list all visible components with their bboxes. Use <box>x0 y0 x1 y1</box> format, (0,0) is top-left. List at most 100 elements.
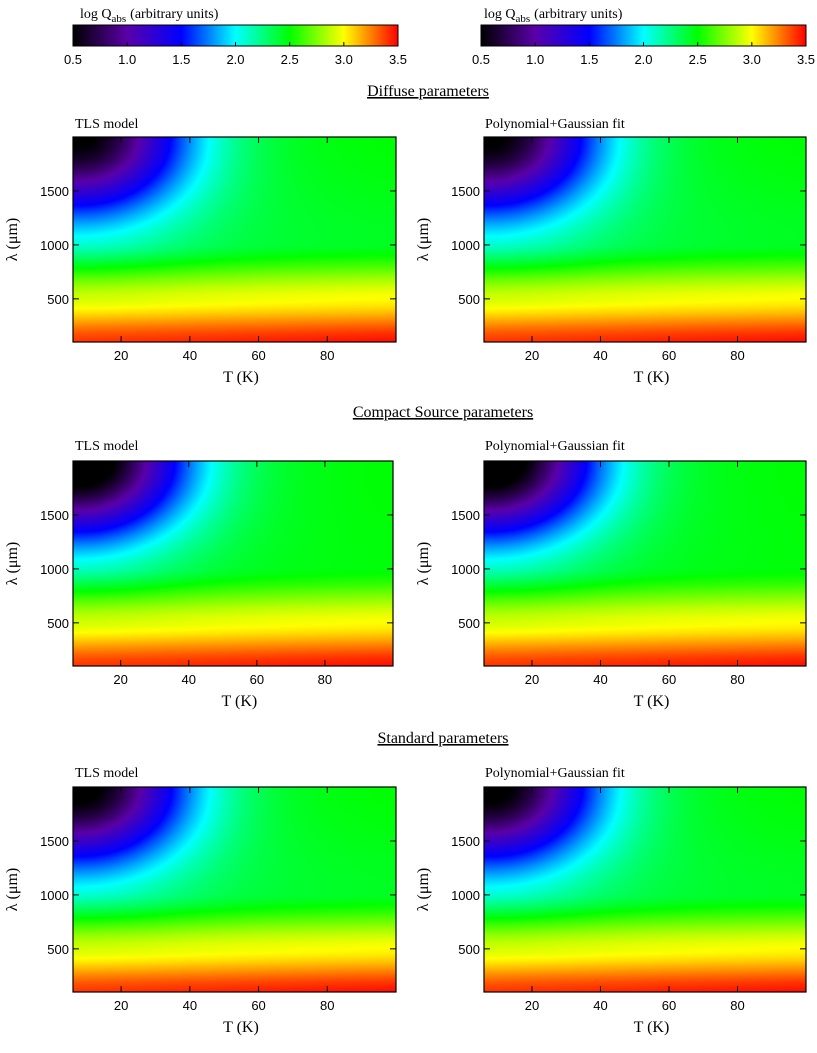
y-tick-label: 1000 <box>451 562 480 577</box>
y-tick-label: 1500 <box>451 834 480 849</box>
y-tick-label: 1500 <box>451 508 480 523</box>
x-axis-label: T (K) <box>223 1019 259 1036</box>
x-axis-label: T (K) <box>634 693 670 710</box>
heatmap-image <box>73 137 396 342</box>
colorbar-tick-label: 3.5 <box>389 52 407 67</box>
x-tick-label: 40 <box>183 998 197 1013</box>
y-tick-label: 500 <box>458 942 480 957</box>
x-tick-label: 80 <box>730 672 744 687</box>
y-tick-label: 1000 <box>40 238 69 253</box>
x-tick-label: 20 <box>525 998 539 1013</box>
x-tick-label: 60 <box>250 672 264 687</box>
heatmap-image <box>484 137 806 342</box>
y-tick-label: 1500 <box>40 834 69 849</box>
plot-frame <box>483 460 807 667</box>
y-axis-label: λ (μm) <box>415 218 432 261</box>
plot-frame <box>483 136 807 343</box>
x-tick-label: 80 <box>320 348 334 363</box>
y-axis-label: λ (μm) <box>415 542 432 585</box>
x-tick-label: 60 <box>662 998 676 1013</box>
x-tick-label: 20 <box>114 998 128 1013</box>
y-axis-label: λ (μm) <box>4 868 21 911</box>
heatmap-panel: 20 40 60 80 500 1000 1500 T (K) λ (μm) <box>415 460 807 710</box>
heatmap-panel: 20 40 60 80 500 1000 1500 T (K) λ (μm) <box>4 136 397 386</box>
x-tick-label: 40 <box>593 998 607 1013</box>
colorbar-label: log Qabs (arbitrary units) <box>80 7 219 25</box>
heatmap-image <box>484 787 806 992</box>
y-tick-label: 1000 <box>40 888 69 903</box>
y-tick-label: 1000 <box>40 562 69 577</box>
panel-title: TLS model <box>75 117 138 132</box>
colorbar-tick-label: 3.0 <box>335 52 353 67</box>
colorbar-tick-label: 2.5 <box>689 52 707 67</box>
colorbar-tick-label: 0.5 <box>472 52 490 67</box>
y-tick-label: 500 <box>47 616 69 631</box>
x-tick-label: 80 <box>320 998 334 1013</box>
plot-frame <box>72 460 394 667</box>
colorbar-tick-label: 3.0 <box>743 52 761 67</box>
x-tick-label: 20 <box>113 672 127 687</box>
x-tick-label: 20 <box>525 672 539 687</box>
x-axis-label: T (K) <box>634 369 670 386</box>
x-tick-label: 40 <box>593 348 607 363</box>
y-tick-label: 500 <box>47 942 69 957</box>
y-tick-label: 500 <box>47 292 69 307</box>
y-tick-label: 500 <box>458 292 480 307</box>
colorbar-tick-label: 0.5 <box>64 52 82 67</box>
y-tick-label: 1500 <box>451 184 480 199</box>
x-tick-label: 20 <box>114 348 128 363</box>
panel-title: Polynomial+Gaussian fit <box>485 439 625 454</box>
panel-title: Polynomial+Gaussian fit <box>485 117 625 132</box>
x-tick-label: 60 <box>662 348 676 363</box>
colorbar-tick-label: 1.0 <box>526 52 544 67</box>
x-tick-label: 20 <box>525 348 539 363</box>
section-title: Compact Source parameters <box>353 404 533 421</box>
colorbar-tick-label: 1.0 <box>118 52 136 67</box>
heatmap-image <box>484 461 806 666</box>
x-tick-label: 80 <box>318 672 332 687</box>
heatmap-image <box>73 787 396 992</box>
x-tick-label: 80 <box>730 998 744 1013</box>
colorbar-tick-label: 2.0 <box>634 52 652 67</box>
plot-frame <box>483 786 807 993</box>
y-axis-label: λ (μm) <box>415 868 432 911</box>
section-title: Diffuse parameters <box>367 83 489 100</box>
y-tick-label: 1500 <box>40 184 69 199</box>
colorbar-tick-label: 2.0 <box>226 52 244 67</box>
heatmap-panel: 20 40 60 80 500 1000 1500 T (K) λ (μm) <box>415 786 807 1036</box>
x-tick-label: 40 <box>593 672 607 687</box>
colorbar-left: log Qabs (arbitrary units) 0.5 1.0 1.5 2.0 2.… <box>64 7 407 67</box>
x-tick-label: 60 <box>662 672 676 687</box>
x-tick-label: 60 <box>251 998 265 1013</box>
colorbar-tick-label: 2.5 <box>281 52 299 67</box>
y-tick-label: 1000 <box>451 888 480 903</box>
y-axis-label: λ (μm) <box>4 218 21 261</box>
x-axis-label: T (K) <box>222 693 258 710</box>
heatmap-image <box>73 461 393 666</box>
y-tick-label: 500 <box>458 616 480 631</box>
x-axis-label: T (K) <box>223 369 259 386</box>
panel-title: TLS model <box>75 439 138 454</box>
x-axis-label: T (K) <box>634 1019 670 1036</box>
colorbar-tick-label: 3.5 <box>797 52 815 67</box>
section-title: Standard parameters <box>377 730 508 747</box>
colorbar-tick-label: 1.5 <box>580 52 598 67</box>
panel-title: TLS model <box>75 766 138 781</box>
y-tick-label: 1000 <box>451 238 480 253</box>
heatmap-panel: 20 40 60 80 500 1000 1500 T (K) λ (μm) <box>4 460 394 710</box>
y-axis-label: λ (μm) <box>4 542 21 585</box>
x-tick-label: 80 <box>730 348 744 363</box>
panel-title: Polynomial+Gaussian fit <box>485 766 625 781</box>
colorbar-right: log Qabs (arbitrary units) 0.5 1.0 1.5 2.0 2.… <box>472 7 815 67</box>
colorbar-tick-label: 1.5 <box>172 52 190 67</box>
plot-frame <box>72 136 397 343</box>
x-tick-label: 60 <box>251 348 265 363</box>
heatmap-panel: 20 40 60 80 500 1000 1500 T (K) λ (μm) <box>415 136 807 386</box>
x-tick-label: 40 <box>182 672 196 687</box>
colorbar-label: log Qabs (arbitrary units) <box>484 7 623 25</box>
plot-frame <box>72 786 397 993</box>
heatmap-panel: 20 40 60 80 500 1000 1500 T (K) λ (μm) <box>4 786 397 1036</box>
y-tick-label: 1500 <box>40 508 69 523</box>
x-tick-label: 40 <box>183 348 197 363</box>
